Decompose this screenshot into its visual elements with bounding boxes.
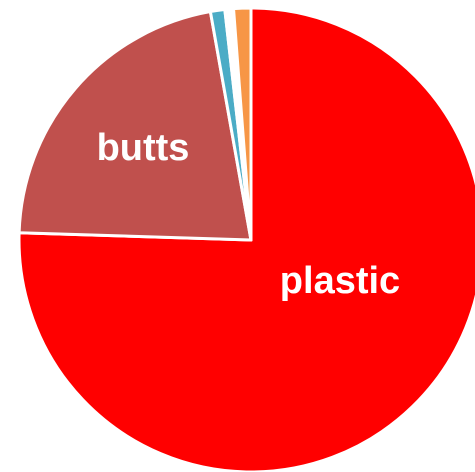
pie-labels: plastic butts (97, 127, 401, 302)
slice-label-plastic: plastic (280, 260, 400, 302)
pie-slice-butts (17, 10, 253, 242)
pie-slices (17, 6, 475, 472)
pie-slice-slice-5 (232, 6, 253, 242)
slice-label-butts: butts (97, 127, 190, 169)
